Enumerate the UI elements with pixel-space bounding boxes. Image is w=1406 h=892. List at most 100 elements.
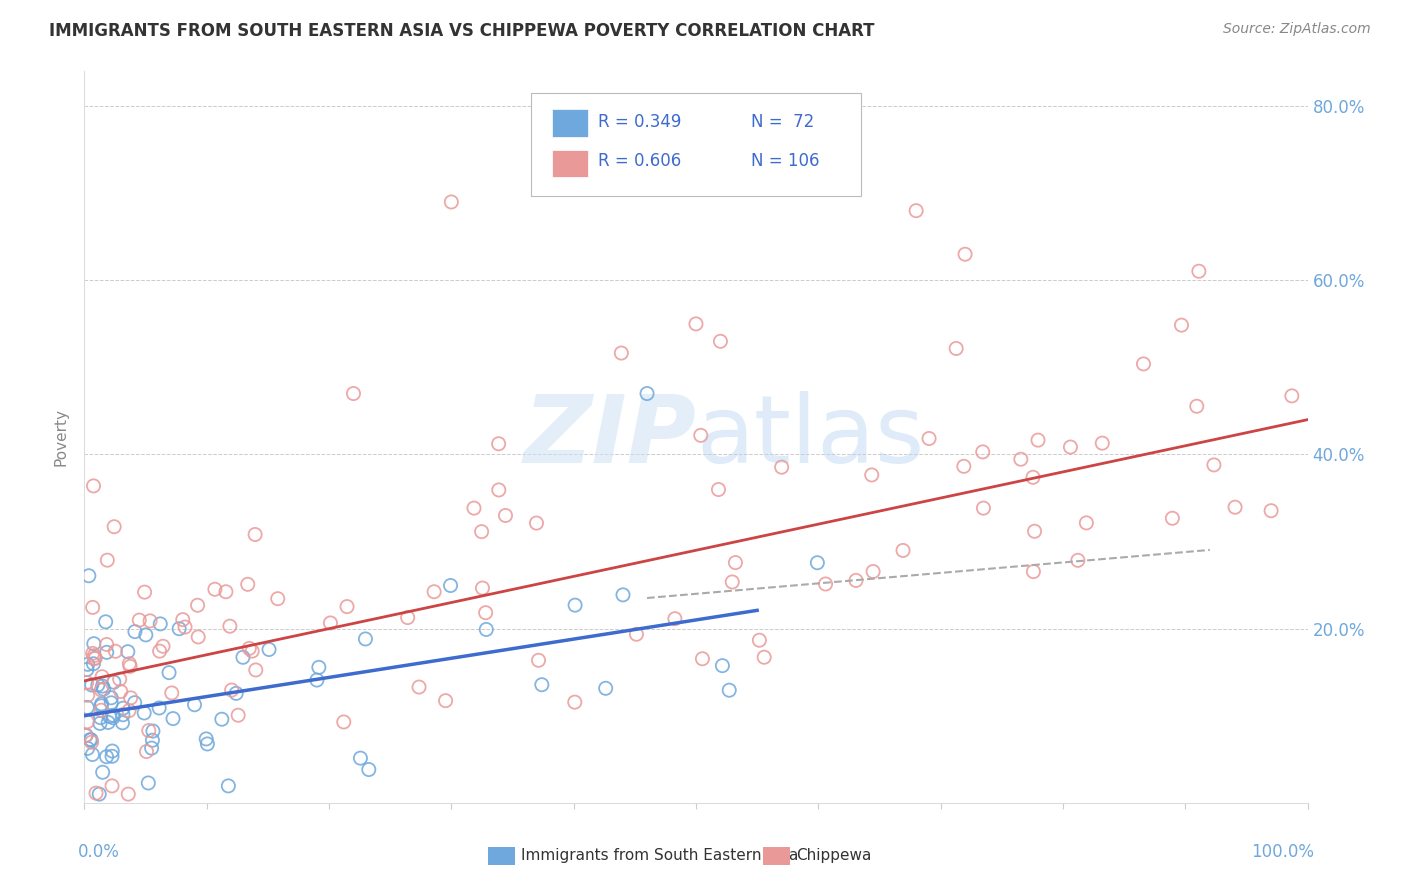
Point xyxy=(76,741,98,756)
Point xyxy=(79,732,101,747)
Point xyxy=(96,749,118,764)
Point xyxy=(83,648,105,663)
FancyBboxPatch shape xyxy=(551,150,588,178)
Y-axis label: Poverty: Poverty xyxy=(53,408,69,467)
Point xyxy=(141,733,163,747)
Point xyxy=(1223,500,1246,515)
Point xyxy=(89,711,111,725)
Point xyxy=(187,630,209,644)
Point xyxy=(84,786,107,800)
Point xyxy=(167,622,190,636)
Point xyxy=(111,715,134,730)
Point xyxy=(76,663,98,677)
Point xyxy=(488,483,510,497)
Point xyxy=(243,527,266,541)
Point xyxy=(610,346,633,360)
Point xyxy=(488,437,510,451)
Point xyxy=(75,728,97,742)
Point xyxy=(141,741,163,756)
Point xyxy=(90,697,112,711)
Point xyxy=(336,599,359,614)
Point xyxy=(721,574,744,589)
Point xyxy=(530,678,553,692)
Point xyxy=(90,682,112,697)
Point xyxy=(1076,516,1098,530)
Point xyxy=(1059,440,1081,454)
Point xyxy=(96,637,118,651)
Point xyxy=(1067,553,1090,567)
Point xyxy=(91,670,114,684)
Point xyxy=(434,694,457,708)
Point xyxy=(423,584,446,599)
Point xyxy=(396,610,419,624)
Point xyxy=(972,445,994,459)
Text: N =  72: N = 72 xyxy=(751,112,814,131)
Point xyxy=(1024,524,1046,539)
Point xyxy=(160,686,183,700)
Point xyxy=(226,708,249,723)
Point xyxy=(96,553,118,567)
Point xyxy=(100,696,122,710)
Point xyxy=(245,663,267,677)
Point xyxy=(134,585,156,599)
Point xyxy=(204,582,226,597)
Point xyxy=(918,432,941,446)
Point xyxy=(408,680,430,694)
Point xyxy=(240,644,263,658)
Point xyxy=(527,653,550,667)
Point xyxy=(342,386,364,401)
Point xyxy=(711,658,734,673)
Point xyxy=(463,501,485,516)
Point xyxy=(612,588,634,602)
Point xyxy=(267,591,290,606)
Point xyxy=(685,317,707,331)
Point xyxy=(76,688,98,702)
Point xyxy=(439,578,461,592)
Point xyxy=(77,568,100,582)
Point xyxy=(564,695,586,709)
Point xyxy=(1132,357,1154,371)
Point xyxy=(76,657,98,672)
Point xyxy=(124,696,146,710)
Text: 100.0%: 100.0% xyxy=(1251,843,1313,861)
Point xyxy=(475,623,498,637)
Point xyxy=(332,714,354,729)
Point xyxy=(218,619,240,633)
Text: R = 0.349: R = 0.349 xyxy=(598,112,682,131)
Point xyxy=(709,334,731,349)
Point xyxy=(91,765,114,780)
Point xyxy=(82,646,104,660)
Point xyxy=(108,672,131,686)
Point xyxy=(111,707,134,722)
Point xyxy=(80,735,103,749)
Text: Source: ZipAtlas.com: Source: ZipAtlas.com xyxy=(1223,22,1371,37)
Point xyxy=(195,731,218,746)
Point xyxy=(308,660,330,674)
Text: R = 0.606: R = 0.606 xyxy=(598,153,682,170)
Point xyxy=(471,524,494,539)
Point xyxy=(564,598,586,612)
FancyBboxPatch shape xyxy=(531,94,860,195)
Point xyxy=(1170,318,1192,332)
Point xyxy=(1010,452,1032,467)
Point xyxy=(83,637,105,651)
Point xyxy=(238,641,260,656)
Point xyxy=(76,700,98,714)
Point xyxy=(82,747,104,762)
Point xyxy=(148,701,170,715)
Point xyxy=(689,428,711,442)
Point xyxy=(96,645,118,659)
Point xyxy=(225,686,247,700)
Text: ZIP: ZIP xyxy=(523,391,696,483)
Point xyxy=(90,698,112,713)
Point xyxy=(90,703,112,717)
Point xyxy=(215,584,238,599)
Point xyxy=(89,787,111,801)
Point xyxy=(1185,399,1208,413)
Point xyxy=(139,614,162,628)
Point xyxy=(1260,504,1282,518)
Point xyxy=(172,613,194,627)
Point xyxy=(101,779,124,793)
Text: Immigrants from South Eastern Asia: Immigrants from South Eastern Asia xyxy=(522,848,799,863)
Point xyxy=(724,556,747,570)
